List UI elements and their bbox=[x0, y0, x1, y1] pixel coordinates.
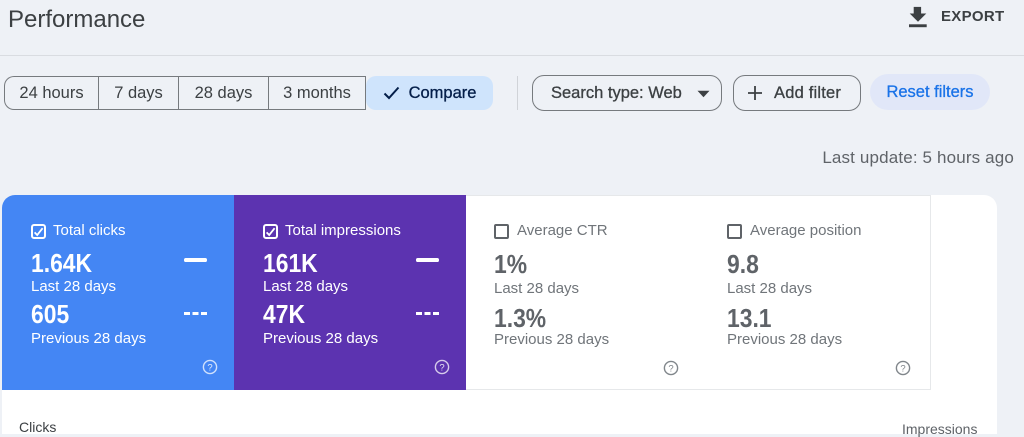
svg-text:?: ? bbox=[668, 363, 673, 374]
svg-text:?: ? bbox=[900, 363, 905, 374]
svg-text:?: ? bbox=[207, 362, 212, 373]
svg-text:?: ? bbox=[439, 362, 444, 373]
